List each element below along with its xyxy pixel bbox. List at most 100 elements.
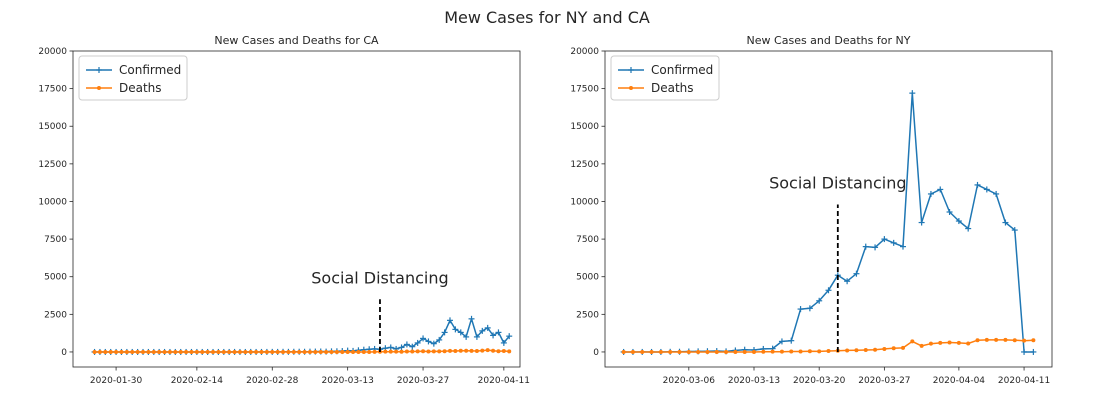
data-point [457,329,464,336]
data-point [463,333,470,340]
data-point [178,349,183,354]
series-confirmed [620,90,1037,355]
data-point [947,340,952,345]
data-point [798,349,803,354]
data-point [872,244,879,251]
data-point [500,339,507,346]
data-point [151,349,156,354]
data-point [937,186,944,193]
data-point [441,329,448,336]
y-tick-label: 20000 [570,47,599,57]
data-point [956,340,961,345]
data-point [430,340,437,347]
data-point [469,348,474,353]
y-tick-label: 0 [593,348,599,358]
data-point [345,349,350,354]
data-point [473,333,480,340]
data-point [286,349,291,354]
legend-label: Deaths [651,81,694,95]
y-tick-label: 2500 [576,310,599,320]
data-point [297,349,302,354]
data-point [420,335,427,342]
data-point [910,339,915,344]
data-point [909,90,916,97]
data-point [724,349,729,354]
y-tick-label: 2500 [44,310,67,320]
data-point [173,349,178,354]
data-point [686,349,691,354]
data-point [826,349,831,354]
data-point [984,337,989,342]
series-deaths [621,337,1036,354]
data-point [356,349,361,354]
data-point [733,349,738,354]
data-point [329,349,334,354]
figure-suptitle: Mew Cases for NY and CA [444,8,650,27]
data-point [1030,348,1037,355]
data-point [200,349,205,354]
data-point [873,347,878,352]
data-point [649,349,654,354]
ny-chart: New Cases and Deaths for NY 0 2500 5000 7500… [570,34,1053,386]
data-point [114,349,119,354]
data-point [890,239,897,246]
data-point [302,349,307,354]
data-point [789,349,794,354]
data-point [383,349,388,354]
data-point [919,343,924,348]
data-point [409,343,416,350]
data-point [318,349,323,354]
data-point [993,190,1000,197]
data-point [372,349,377,354]
data-point [468,315,475,322]
data-point [797,306,804,313]
data-point [232,349,237,354]
data-point [1022,338,1027,343]
data-point [436,336,443,343]
data-point [421,349,426,354]
x-tick-label: 2020-03-27 [858,376,910,386]
data-point [157,349,162,354]
y-tick-label: 10000 [38,197,67,207]
data-point [404,349,409,354]
data-point [862,243,869,250]
data-point [479,327,486,334]
data-point [918,219,925,226]
data-point [447,348,452,353]
data-point [881,236,888,243]
legend-box [78,55,188,101]
data-point [124,349,129,354]
data-point [806,305,813,312]
data-point [761,349,766,354]
y-tick-label: 17500 [570,85,599,95]
legend-label: Deaths [119,81,162,95]
data-point [141,349,146,354]
data-point [975,338,980,343]
data-point [938,340,943,345]
data-point [431,349,436,354]
data-point [506,333,513,340]
data-point [211,349,216,354]
data-point [291,349,296,354]
data-point [965,225,972,232]
legend-marker [97,86,101,90]
data-point [270,349,275,354]
data-point [928,341,933,346]
data-point [351,349,356,354]
data-point [205,349,210,354]
legend: Confirmed Deaths [78,55,188,101]
data-point [446,317,453,324]
data-point [825,287,832,294]
data-point [415,349,420,354]
x-tick-label: 2020-02-28 [246,376,299,386]
data-point [334,349,339,354]
data-point [103,349,108,354]
data-point [313,349,318,354]
data-point [485,348,490,353]
data-point [816,297,823,304]
data-point [135,349,140,354]
data-point [221,349,226,354]
y-tick-label: 15000 [570,122,599,132]
data-point [388,349,393,354]
data-point [367,349,372,354]
